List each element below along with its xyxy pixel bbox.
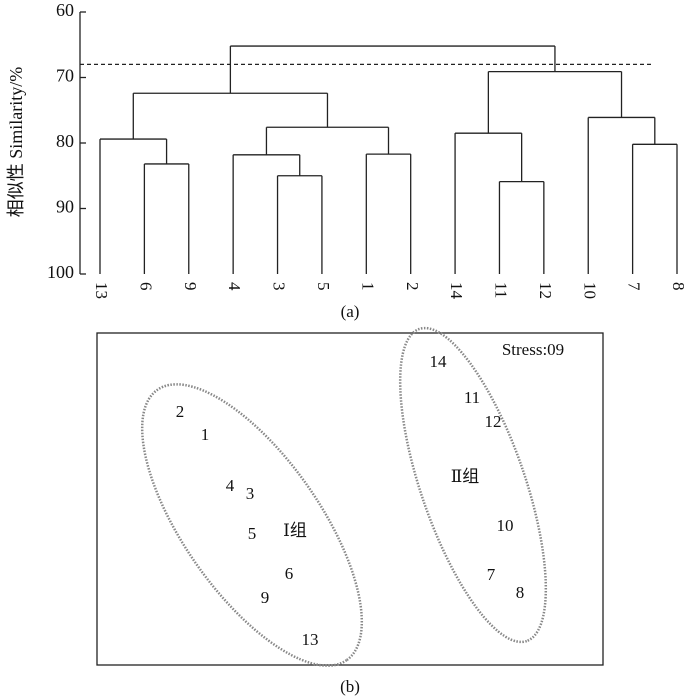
point-label: 1: [201, 425, 210, 444]
group-ellipse: [398, 326, 548, 644]
point-label: 10: [497, 516, 514, 535]
leaf-label: 6: [136, 282, 155, 291]
y-tick-label: 100: [47, 262, 74, 282]
point-label: 7: [487, 565, 496, 584]
leaf-label: 1: [358, 282, 377, 291]
leaf-label: 2: [403, 282, 422, 291]
point-label: 6: [285, 564, 294, 583]
leaf-label: 11: [492, 282, 511, 298]
leaf-label: 7: [625, 282, 644, 291]
point-label: 9: [261, 588, 270, 607]
point-label: 14: [430, 352, 448, 371]
y-tick-label: 80: [56, 131, 74, 151]
point-label: 8: [516, 583, 525, 602]
group-label: Ⅱ组: [451, 467, 480, 486]
leaf-label: 14: [447, 282, 466, 300]
point-label: 4: [226, 476, 235, 495]
y-tick-label: 70: [56, 66, 74, 86]
leaf-label: 8: [669, 282, 688, 291]
y-axis-label: 相似性 Similarity/%: [6, 67, 26, 218]
point-label: 12: [485, 412, 502, 431]
leaf-label: 13: [92, 282, 111, 299]
point-label: 11: [464, 388, 480, 407]
point-label: 5: [248, 524, 257, 543]
leaf-label: 12: [536, 282, 555, 299]
y-tick-label: 60: [56, 0, 74, 20]
panel-frame: [96, 332, 604, 666]
caption: (a): [341, 302, 360, 321]
point-label: 3: [246, 484, 255, 503]
point-label: 2: [176, 402, 185, 421]
leaf-label: 3: [270, 282, 289, 291]
point-label: 13: [302, 630, 319, 649]
leaf-label: 5: [314, 282, 333, 291]
stress-label: Stress:09: [502, 340, 564, 359]
group-label: Ⅰ组: [283, 521, 307, 540]
y-tick-label: 90: [56, 197, 74, 217]
leaf-label: 10: [580, 282, 599, 299]
group-ellipse: [140, 383, 364, 667]
leaf-label: 9: [181, 282, 200, 291]
caption: (b): [340, 677, 360, 696]
leaf-label: 4: [225, 282, 244, 291]
